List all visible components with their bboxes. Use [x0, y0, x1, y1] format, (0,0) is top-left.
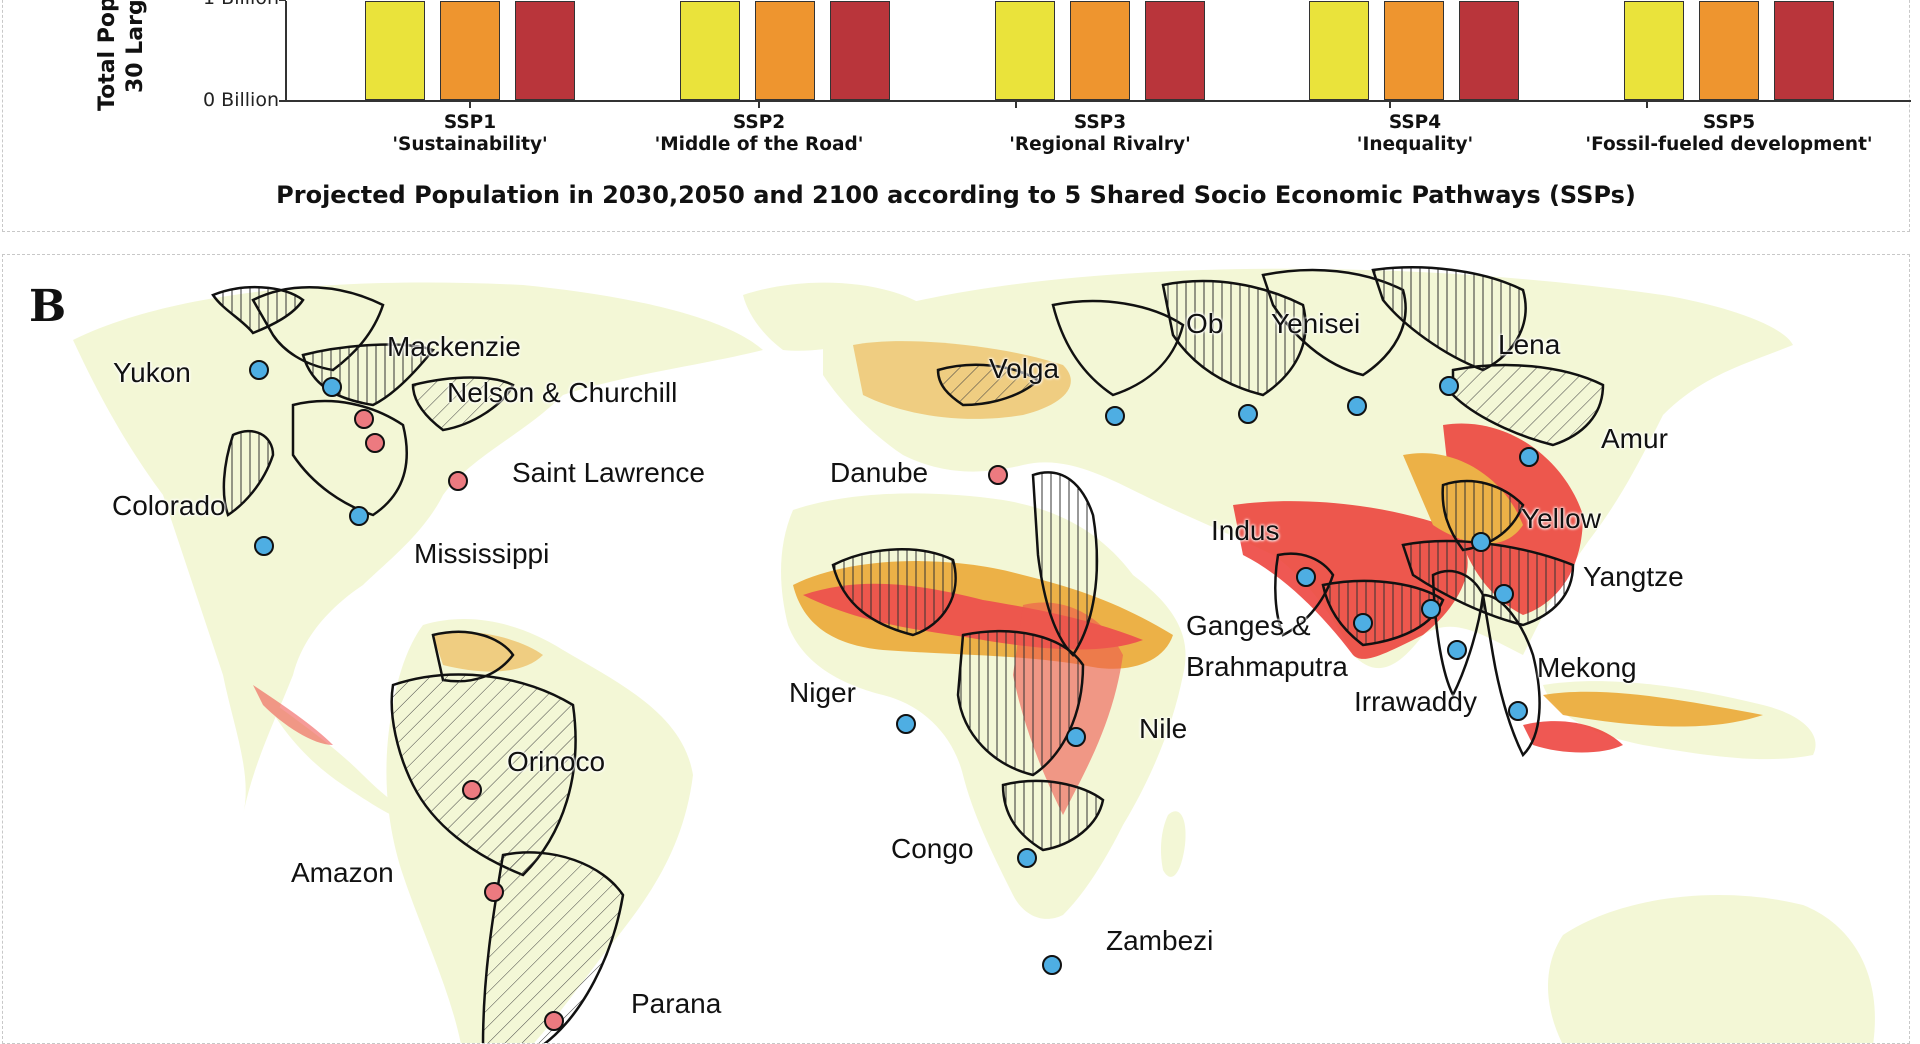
- marker-yukon-blue: [249, 360, 269, 380]
- y-axis-label: Total Pop 30 Larg: [95, 0, 155, 131]
- bar-ssp3-2100: [1145, 1, 1205, 100]
- bar-ssp2-2100: [830, 1, 890, 100]
- marker-yangtze-blue: [1494, 584, 1514, 604]
- marker-ob-blue: [1238, 404, 1258, 424]
- y-tick-0-billion: 0 Billion: [203, 89, 279, 111]
- category-label-ssp2: SSP2 'Middle of the Road': [654, 112, 864, 155]
- marker-irrawaddy-blue: [1447, 640, 1467, 660]
- basin-label-orinoco: Orinoco: [507, 746, 606, 777]
- marker-ganges-blue: [1353, 613, 1373, 633]
- marker-mekong-blue: [1508, 701, 1528, 721]
- marker-orinoco-red: [462, 780, 482, 800]
- marker-zambezi-blue: [1042, 955, 1062, 975]
- basin-label-amazon: Amazon: [291, 857, 394, 888]
- y-axis-label-line1: Total Pop: [95, 0, 120, 111]
- panel-b-map: B Yukon Mackenzie Nelson & Churchill Sai…: [2, 254, 1910, 1044]
- basin-label-mackenzie: Mackenzie: [387, 331, 521, 362]
- basin-label-congo: Congo: [891, 833, 974, 864]
- chart-area: Total Pop 30 Larg 1 Billion 0 Billion SS…: [3, 0, 1911, 231]
- bar-ssp5-2100: [1774, 1, 1834, 100]
- river-basins: [211, 266, 1605, 1043]
- bar-ssp3-2050: [1070, 1, 1130, 100]
- marker-yenisei-blue: [1347, 396, 1367, 416]
- y-axis-label-line2: 30 Larg: [123, 0, 148, 93]
- marker-brahmaputra-blue: [1421, 599, 1441, 619]
- basin-label-zambezi: Zambezi: [1106, 925, 1214, 956]
- panel-letter-b: B: [29, 281, 67, 332]
- marker-parana-red: [544, 1011, 564, 1031]
- basin-label-ganges: Ganges &: [1186, 610, 1311, 641]
- x-tick: [1646, 102, 1648, 108]
- bar-ssp1-2050: [440, 1, 500, 100]
- category-label-ssp4: SSP4 'Inequality': [1356, 112, 1474, 155]
- bar-ssp2-2050: [755, 1, 815, 100]
- basin-label-mekong: Mekong: [1537, 652, 1637, 683]
- bar-ssp1-2030: [365, 1, 425, 100]
- marker-nelson-red: [354, 409, 374, 429]
- basin-label-mississippi: Mississippi: [414, 538, 550, 569]
- category-label-ssp3: SSP3 'Regional Rivalry': [1009, 112, 1191, 155]
- basin-label-parana: Parana: [631, 988, 722, 1019]
- basin-label-indus: Indus: [1211, 515, 1280, 546]
- bar-ssp5-2030: [1624, 1, 1684, 100]
- category-label-ssp1: SSP1 'Sustainability': [392, 112, 548, 155]
- bar-ssp4-2050: [1384, 1, 1444, 100]
- marker-lena-blue: [1439, 376, 1459, 396]
- panel-a-bar-chart: Total Pop 30 Larg 1 Billion 0 Billion SS…: [2, 0, 1911, 232]
- y-axis-line: [285, 1, 287, 102]
- y-tick-1-billion: 1 Billion: [169, 0, 279, 9]
- bar-ssp3-2030: [995, 1, 1055, 100]
- bar-ssp2-2030: [680, 1, 740, 100]
- bar-ssp5-2050: [1699, 1, 1759, 100]
- basin-label-yellow: Yellow: [1521, 503, 1601, 534]
- marker-nile-blue: [1066, 727, 1086, 747]
- marker-nelson-red-2: [365, 433, 385, 453]
- x-axis-title: Projected Population in 2030,2050 and 21…: [276, 181, 1636, 209]
- x-tick: [758, 102, 760, 108]
- x-tick: [469, 102, 471, 108]
- y-tick-mark: [279, 100, 286, 102]
- basin-label-nelson-churchill: Nelson & Churchill: [447, 377, 678, 408]
- basin-label-amur: Amur: [1601, 423, 1668, 454]
- basin-label-yenisei: Yenisei: [1271, 308, 1361, 339]
- world-population-map: [73, 266, 1875, 1043]
- x-tick: [1015, 102, 1017, 108]
- x-tick: [1389, 102, 1391, 108]
- marker-congo-blue: [1017, 848, 1037, 868]
- basin-label-lena: Lena: [1498, 329, 1561, 360]
- x-axis-line: [285, 100, 1911, 102]
- basin-label-yukon: Yukon: [113, 357, 191, 388]
- marker-mackenzie-blue: [322, 377, 342, 397]
- basin-label-nile: Nile: [1139, 713, 1188, 744]
- marker-amazon-red: [484, 882, 504, 902]
- category-label-ssp5: SSP5 'Fossil-fueled development': [1585, 112, 1873, 155]
- marker-colorado-blue: [254, 536, 274, 556]
- basin-label-saint-lawrence: Saint Lawrence: [512, 457, 706, 488]
- bar-ssp1-2100: [515, 1, 575, 100]
- basin-label-volga: Volga: [989, 353, 1060, 384]
- marker-amur-blue: [1519, 447, 1539, 467]
- marker-yellow-blue: [1471, 532, 1491, 552]
- marker-niger-blue: [896, 714, 916, 734]
- marker-indus-blue: [1296, 567, 1316, 587]
- marker-saint-lawrence-red: [448, 471, 468, 491]
- y-tick-mark: [279, 0, 286, 1]
- bar-ssp4-2100: [1459, 1, 1519, 100]
- basin-label-colorado: Colorado: [112, 490, 226, 521]
- basin-label-ob: Ob: [1186, 308, 1224, 339]
- basin-label-irrawaddy: Irrawaddy: [1354, 686, 1477, 717]
- marker-volga-blue: [1105, 406, 1125, 426]
- marker-danube-red: [988, 465, 1008, 485]
- basin-label-yangtze: Yangtze: [1583, 561, 1684, 592]
- marker-mississippi-blue: [349, 506, 369, 526]
- basin-label-niger: Niger: [789, 677, 856, 708]
- basin-label-danube: Danube: [830, 457, 929, 488]
- bar-ssp4-2030: [1309, 1, 1369, 100]
- basin-label-brahmaputra: Brahmaputra: [1186, 651, 1348, 682]
